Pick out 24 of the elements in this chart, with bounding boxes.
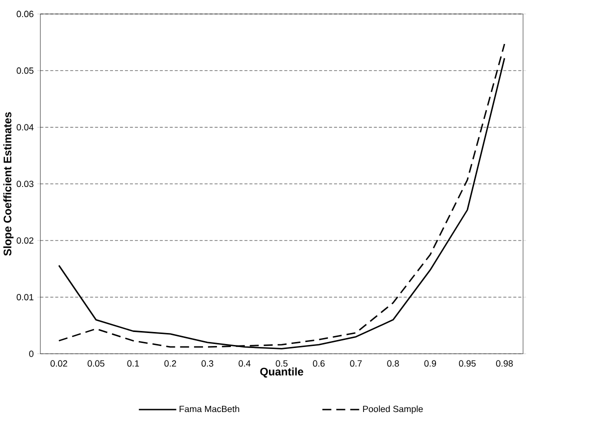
x-tick-label: 0.8 [387, 360, 399, 367]
x-tick-label: 0.98 [496, 360, 513, 367]
x-tick-label: 0.5 [276, 360, 288, 367]
y-tick-label: 0.06 [16, 10, 34, 18]
x-axis-title: Quantile [260, 368, 304, 378]
y-tick-label: 0.01 [16, 294, 34, 300]
legend-label: Pooled Sample [363, 406, 423, 414]
x-tick-label: 0.3 [202, 360, 214, 367]
x-tick-label: 0.1 [127, 360, 139, 367]
y-axis-title: Slope Coefficient Estimates [3, 112, 14, 256]
x-tick-label: 0.6 [312, 360, 325, 367]
y-tick-label: 0 [29, 350, 34, 358]
x-tick-label: 0.05 [88, 360, 104, 367]
x-tick-label: 0.2 [164, 360, 176, 367]
x-tick-label: 0.4 [238, 360, 251, 367]
y-tick-label: 0.05 [16, 68, 34, 74]
y-tick-label: 0.04 [16, 124, 34, 131]
y-tick-label: 0.03 [16, 180, 34, 188]
y-tick-label: 0.02 [16, 237, 34, 244]
legend-label: Fama MacBeth [180, 406, 240, 412]
x-tick-label: 0.95 [458, 360, 476, 367]
x-tick-label: 0.7 [350, 360, 362, 367]
x-tick-label: 0.02 [50, 360, 68, 367]
x-tick-label: 0.9 [424, 360, 436, 367]
